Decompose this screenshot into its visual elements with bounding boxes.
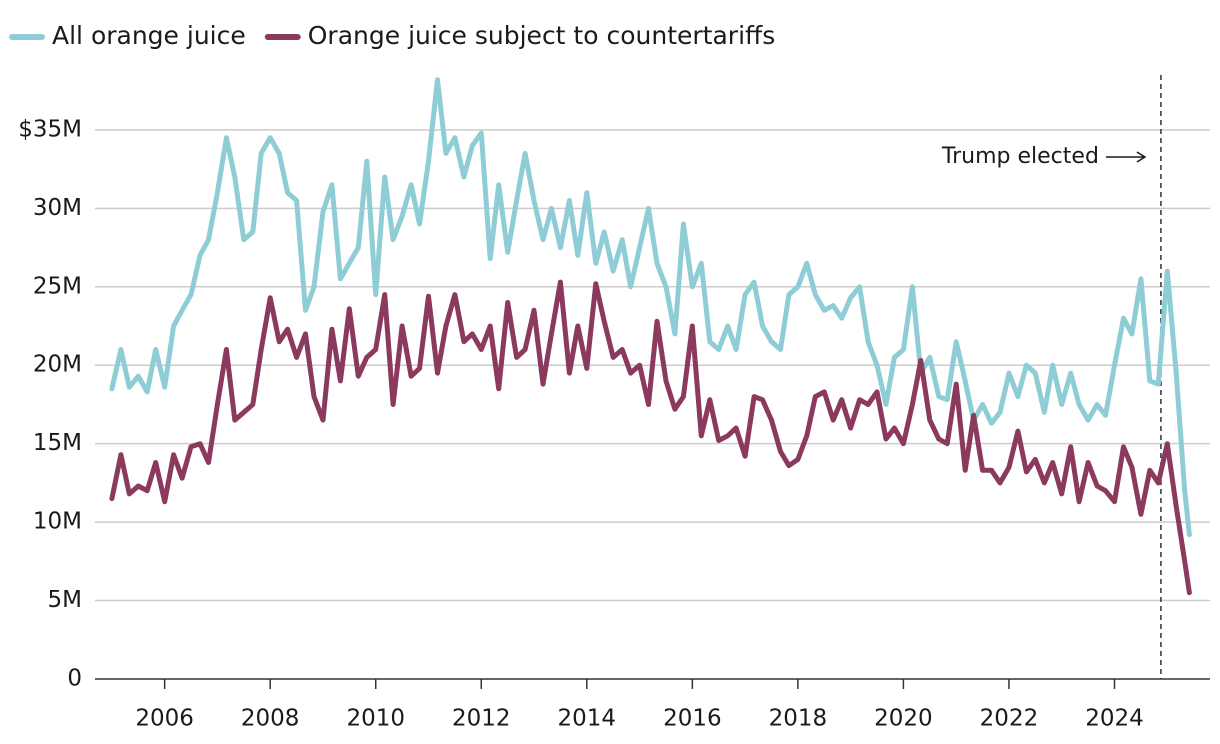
y-tick-label: $35M (18, 116, 82, 142)
x-tick-label: 2020 (874, 706, 933, 732)
series-line (109, 77, 1192, 538)
x-tick-label: 2008 (241, 706, 300, 732)
x-tick-label: 2024 (1085, 706, 1144, 732)
y-tick-label: 25M (33, 273, 82, 299)
series-line (109, 279, 1192, 596)
annotation-arrow (1105, 151, 1147, 163)
x-tick-label: 2010 (346, 706, 405, 732)
x-tick-label: 2016 (663, 706, 722, 732)
x-tick-label: 2014 (558, 706, 617, 732)
y-tick-label: 0 (67, 666, 82, 692)
legend-label: Orange juice subject to countertariffs (308, 21, 776, 50)
y-tick-label: 20M (33, 352, 82, 378)
y-tick-label: 15M (33, 430, 82, 456)
y-tick-label: 10M (33, 509, 82, 535)
y-tick-label: 5M (48, 587, 82, 613)
x-tick-label: 2006 (135, 706, 194, 732)
annotation-text: Trump elected (941, 144, 1099, 169)
x-tick-label: 2012 (452, 706, 511, 732)
x-tick-label: 2022 (980, 706, 1039, 732)
y-tick-label: 30M (33, 195, 82, 221)
legend-label: All orange juice (52, 21, 246, 50)
x-tick-label: 2018 (769, 706, 828, 732)
